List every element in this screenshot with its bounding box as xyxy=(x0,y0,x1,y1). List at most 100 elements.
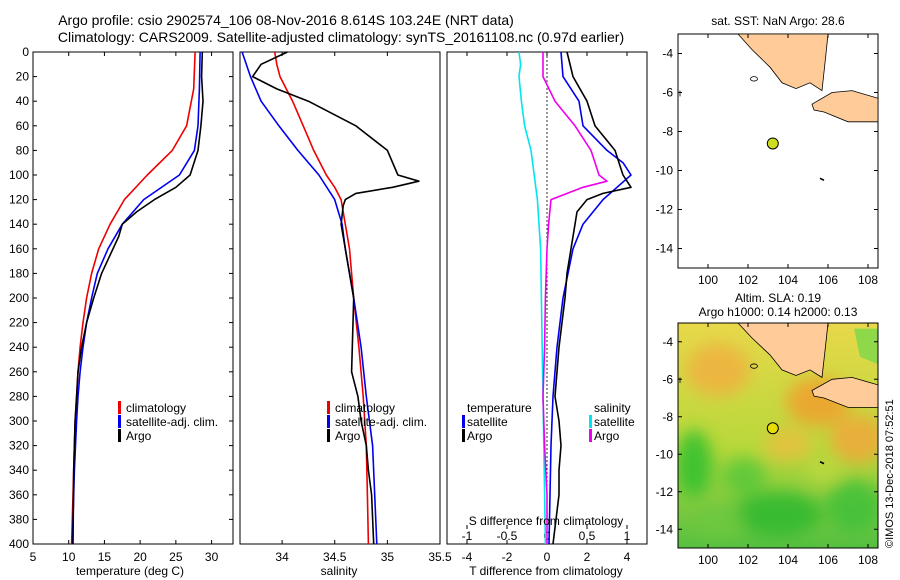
sla-map-title-1: Altim. SLA: 0.19 xyxy=(735,291,821,305)
difference-panel: -4 -2 0 2 4 -1 -0.5 0 0.5 1 T difference from cl… xyxy=(446,51,648,578)
sla-anomaly-blob xyxy=(806,456,842,483)
lon-tick-label: 100 xyxy=(698,273,718,287)
depth-tick-label: 60 xyxy=(16,119,30,133)
difference-legend-temperature: temperature satellite Argo xyxy=(462,401,532,443)
legend-heading-temperature: temperature xyxy=(467,401,532,415)
series-line-satellite-adj-clim- xyxy=(71,51,201,545)
x-tick-label: -2 xyxy=(502,550,513,564)
depth-tick-label: 0 xyxy=(22,45,29,59)
legend-label-climatology: climatology xyxy=(126,401,186,415)
legend-swatch-s-argo xyxy=(589,429,592,442)
depth-tick-label: 160 xyxy=(9,242,29,256)
sla-anomaly-blob xyxy=(722,458,766,496)
depth-tick-label: 320 xyxy=(9,439,29,453)
sla-map-title-2: Argo h1000: 0.14 h2000: 0.13 xyxy=(699,305,858,319)
sla-heatmap xyxy=(678,323,878,548)
sla-anomaly-blob xyxy=(734,491,822,537)
lat-tick-label: -10 xyxy=(656,447,674,461)
lon-tick-label: 104 xyxy=(778,553,798,567)
sst-map-marks xyxy=(766,137,779,150)
x-tick-label: 15 xyxy=(98,550,112,564)
inland-sea-field xyxy=(854,328,878,365)
x-tick-label: 4 xyxy=(624,550,631,564)
depth-tick-label: 100 xyxy=(9,168,29,182)
x-tick-label: -4 xyxy=(462,550,473,564)
series-line-salinity-argo xyxy=(542,52,608,544)
depth-tick-label: 180 xyxy=(9,266,29,280)
legend-swatch-climatology xyxy=(327,401,330,414)
x-tick-label: 5 xyxy=(30,550,37,564)
s-tick-label: 0.5 xyxy=(579,529,596,543)
legend-heading-salinity: salinity xyxy=(594,401,631,415)
temperature-panel: 0 20 40 60 80 100 120 140 160 180 200 220 240 260 280 3… xyxy=(9,45,234,578)
salinity-plot-frame xyxy=(239,51,441,545)
sst-map-panel: sat. SST: NaN Argo: 28.6 100 102 104 106 108… xyxy=(656,14,879,287)
title-line-1: Argo profile: csio 2902574_106 08-Nov-20… xyxy=(58,12,514,28)
title-line-2: Climatology: CARS2009. Satellite-adjuste… xyxy=(58,29,624,45)
s-tick-label: -1 xyxy=(462,529,473,543)
depth-axis: 0 20 40 60 80 100 120 140 160 180 200 220 240 260 280 3… xyxy=(9,45,233,551)
legend-swatch-argo xyxy=(327,429,330,442)
lon-tick-label: 108 xyxy=(858,273,878,287)
lat-tick-label: -4 xyxy=(662,47,673,61)
legend-label-t-argo: Argo xyxy=(467,429,493,443)
argo-float-marker xyxy=(766,137,779,150)
salinity-panel: 34 34.5 35 35.5 salinity climatology satell… xyxy=(239,51,452,578)
depth-tick-label: 400 xyxy=(9,537,29,551)
sla-map-panel: Altim. SLA: 0.19 Argo h1000: 0.14 h2000:… xyxy=(656,291,879,567)
sla-map-landmass xyxy=(678,322,879,465)
lon-tick-label: 100 xyxy=(698,553,718,567)
lat-tick-label: -10 xyxy=(656,164,674,178)
salinity-x-axis: 34 34.5 35 35.5 xyxy=(275,52,452,564)
lon-tick-label: 106 xyxy=(818,553,838,567)
legend-swatch-t-satellite xyxy=(462,415,465,428)
sumatra-coast xyxy=(678,33,829,92)
sla-anomaly-field xyxy=(678,343,878,537)
s-tick-label: -0.5 xyxy=(497,529,518,543)
x-tick-label: 2 xyxy=(584,550,591,564)
depth-tick-label: 80 xyxy=(16,143,30,157)
sst-map-axes: 100 102 104 106 108 -4 -6 -8 -10 -12 -14 xyxy=(656,34,878,287)
imos-watermark: ©IMOS 13-Dec-2018 07:52:51 xyxy=(884,399,896,548)
lon-tick-label: 102 xyxy=(738,273,758,287)
series-line-temperature-argo xyxy=(552,51,632,545)
temperature-x-axis: 5 10 15 20 25 30 xyxy=(30,52,219,564)
christmas-island xyxy=(819,461,825,465)
sla-anomaly-blob xyxy=(826,480,878,533)
sla-anomaly-blob xyxy=(692,506,744,537)
salinity-legend: climatology satellite-adj. clim. Argo xyxy=(327,401,427,443)
depth-tick-label: 40 xyxy=(16,94,30,108)
lon-tick-label: 104 xyxy=(778,273,798,287)
sla-anomaly-blob xyxy=(686,343,750,397)
difference-legend-salinity: salinity satellite Argo xyxy=(589,401,635,443)
enggano-island xyxy=(750,76,758,82)
legend-swatch-t-argo xyxy=(462,429,465,442)
lat-tick-label: -12 xyxy=(656,203,674,217)
legend-swatch-argo xyxy=(118,429,121,442)
salinity-series xyxy=(241,51,420,545)
lat-tick-label: -8 xyxy=(662,125,673,139)
java-coast xyxy=(811,90,879,123)
depth-tick-label: 120 xyxy=(9,193,29,207)
lat-tick-label: -12 xyxy=(656,485,674,499)
sumatra-coast xyxy=(678,322,829,379)
legend-swatch-satellite xyxy=(327,415,330,428)
x-tick-label: 25 xyxy=(169,550,183,564)
depth-tick-label: 380 xyxy=(9,512,29,526)
legend-label-argo: Argo xyxy=(335,429,361,443)
legend-swatch-climatology xyxy=(118,401,121,414)
lat-tick-label: -6 xyxy=(662,372,673,386)
sla-anomaly-blob xyxy=(678,429,712,498)
argo-float-marker xyxy=(766,422,779,435)
x-tick-label: 34 xyxy=(275,550,289,564)
sla-anomaly-blob xyxy=(764,428,812,462)
s-tick-label: 1 xyxy=(624,529,631,543)
depth-tick-label: 220 xyxy=(9,316,29,330)
series-line-climatology xyxy=(273,51,370,545)
lat-tick-label: -8 xyxy=(662,410,673,424)
difference-series xyxy=(518,51,632,545)
depth-tick-label: 260 xyxy=(9,365,29,379)
lat-tick-label: -4 xyxy=(662,335,673,349)
depth-tick-label: 20 xyxy=(16,70,30,84)
depth-tick-label: 140 xyxy=(9,217,29,231)
